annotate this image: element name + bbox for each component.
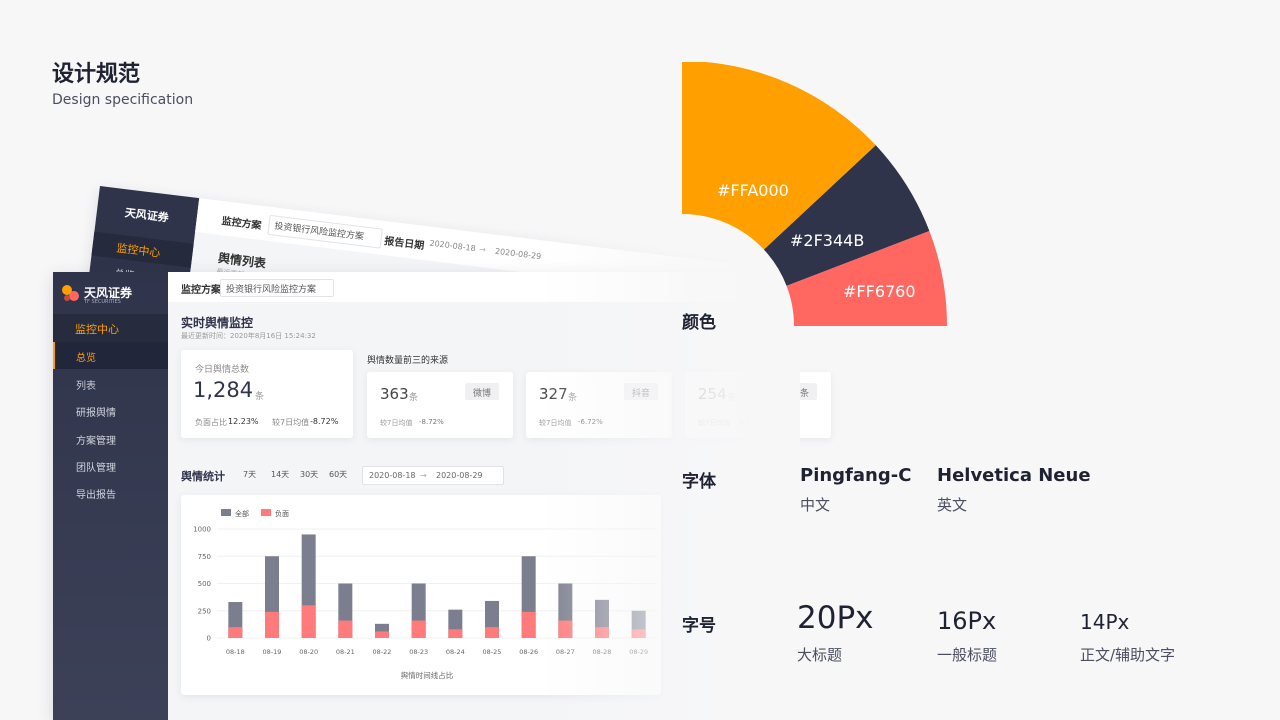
font-use: 中文 <box>800 496 831 514</box>
font-name: Helvetica Neue <box>937 465 1091 486</box>
size-use: 大标题 <box>797 646 843 664</box>
total-card <box>181 350 353 438</box>
font-use: 英文 <box>937 496 968 514</box>
size-label: 字号 <box>682 616 716 636</box>
size-use: 正文/辅助文字 <box>1080 646 1176 664</box>
menu-active-bg <box>53 342 168 369</box>
x-tick-label: 08-26 <box>519 648 538 656</box>
y-tick-label: 250 <box>198 607 211 615</box>
menu-item[interactable]: 研报舆情 <box>76 408 116 419</box>
menu-sub[interactable]: 列表 <box>76 381 96 392</box>
date-range[interactable] <box>362 466 504 485</box>
menu-head[interactable]: 监控中心 <box>75 323 119 336</box>
cmp-label: 较7日均值 <box>272 418 310 427</box>
source-tag: 头条 <box>791 389 810 399</box>
x-axis-label: 舆情时间线占比 <box>401 670 454 680</box>
sources-title: 舆情数量前三的来源 <box>367 356 449 366</box>
page-subtitle: Design specification <box>52 92 194 108</box>
y-tick-label: 1000 <box>193 526 211 534</box>
bar <box>485 627 499 638</box>
color-swatch <box>682 62 876 250</box>
legend-swatch <box>221 509 231 516</box>
size-use: 一般标题 <box>937 646 998 664</box>
neg-label: 负面占比 <box>195 418 227 427</box>
source-tag: 微博 <box>473 389 492 399</box>
font-name: Pingfang-C <box>800 465 912 486</box>
y-tick-label: 750 <box>198 553 211 561</box>
logo-dot <box>62 285 72 295</box>
total-unit: 条 <box>255 392 265 402</box>
color-code: #FF6760 <box>843 282 916 301</box>
legend-label: 全部 <box>235 509 249 518</box>
color-fan: #FFA000 #2F344B #FF6760 <box>682 62 947 326</box>
date-arrow: → <box>420 471 427 480</box>
menu-item[interactable]: 方案管理 <box>76 436 116 447</box>
fade <box>540 180 800 720</box>
cmp-value: -8.72% <box>310 417 339 426</box>
color-code: #2F344B <box>790 231 864 250</box>
source-value: 363 <box>380 385 409 403</box>
monitor-title: 实时舆情监控 <box>181 316 254 330</box>
bar <box>375 631 389 638</box>
menu-head-bg <box>53 314 168 342</box>
neg-value: 12.23% <box>228 417 259 426</box>
plan-label: 监控方案 <box>181 285 221 296</box>
y-tick-label: 0 <box>207 635 211 643</box>
bar <box>411 620 426 638</box>
size-name: 14Px <box>1080 610 1130 634</box>
brand: 天风证券 <box>84 286 133 300</box>
legend-label: 负面 <box>275 509 289 518</box>
legend-swatch <box>261 509 271 516</box>
total-label: 今日舆情总数 <box>195 365 250 375</box>
stats-title: 舆情统计 <box>181 470 225 483</box>
font-label: 字体 <box>682 472 716 492</box>
x-tick-label: 08-22 <box>373 648 392 656</box>
source-card <box>367 372 513 438</box>
menu-sub[interactable]: 总览 <box>76 353 96 364</box>
x-tick-label: 08-23 <box>409 648 428 656</box>
range-option[interactable]: 60天 <box>329 470 348 479</box>
date-from: 2020-08-18 <box>369 471 416 480</box>
plan-select[interactable] <box>220 279 334 297</box>
plan: 投资银行风险监控方案 <box>226 285 317 295</box>
monitor-updated: 最近更新时间：2020年8月16日 15:24:32 <box>181 332 316 340</box>
menu-item[interactable]: 导出报告 <box>76 490 116 501</box>
source-cmp: -8.72% <box>419 418 444 426</box>
bar <box>301 605 316 638</box>
source-cmp-label: 较7日均值 <box>380 419 413 427</box>
date-to: 2020-08-29 <box>436 471 483 480</box>
color-swatch <box>786 231 947 326</box>
x-tick-label: 08-19 <box>263 648 282 656</box>
source-tag-bg <box>465 383 499 400</box>
logo-dot <box>64 295 70 301</box>
back-arrow: → <box>478 244 487 255</box>
bar <box>448 629 463 638</box>
menu-item[interactable]: 团队管理 <box>76 463 116 474</box>
range-option[interactable]: 14天 <box>271 470 290 479</box>
x-tick-label: 08-20 <box>299 648 318 656</box>
bar <box>265 611 279 638</box>
page-title: 设计规范 <box>52 62 141 87</box>
source-unit: 条 <box>409 393 419 403</box>
bar <box>521 611 536 638</box>
x-tick-label: 08-24 <box>446 648 465 656</box>
color-label: 颜色 <box>682 313 716 333</box>
color-code: #FFA000 <box>717 181 789 200</box>
size-name: 16Px <box>937 607 997 635</box>
size-name: 20Px <box>797 600 874 636</box>
x-tick-label: 08-25 <box>483 648 502 656</box>
x-tick-label: 08-18 <box>226 648 245 656</box>
logo-icon <box>62 285 79 301</box>
y-tick-label: 500 <box>198 580 211 588</box>
brand-en: TF SECURITIES <box>84 299 121 305</box>
x-tick-label: 08-21 <box>336 648 355 656</box>
bar <box>228 627 243 638</box>
logo-dot <box>69 291 79 301</box>
bar <box>338 620 353 638</box>
range-option[interactable]: 30天 <box>300 470 319 479</box>
range-option[interactable]: 7天 <box>243 470 257 479</box>
color-swatch <box>763 145 930 286</box>
total-value: 1,284 <box>193 378 254 402</box>
